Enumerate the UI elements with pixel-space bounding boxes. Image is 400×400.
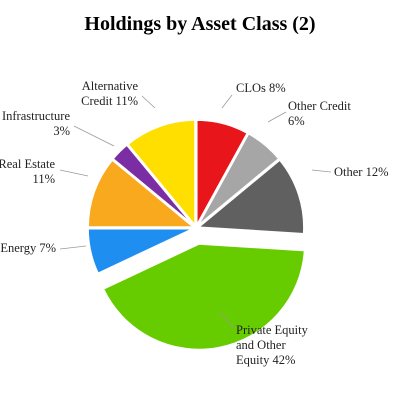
pie-slice-other	[195, 158, 306, 236]
leader-line	[59, 169, 89, 177]
leader-line	[311, 169, 332, 173]
leader-line	[141, 95, 156, 109]
pie-slice-clos	[195, 118, 249, 227]
slice-label-alternative-credit: Alternative Credit 11%	[81, 79, 138, 108]
leader-line	[59, 245, 87, 250]
slice-label-real-estate: Real Estate 11%	[0, 157, 55, 186]
slice-label-infrastructure: Infrastructure 3%	[2, 109, 70, 138]
leader-lines	[59, 94, 332, 329]
pie-slice-private-equity-and-other-equity	[101, 242, 306, 351]
slice-label-other-credit: Other Credit 6%	[288, 99, 351, 128]
slices-layer	[86, 118, 306, 351]
pie-slice-other-credit	[196, 132, 281, 228]
pie-slice-energy	[86, 227, 195, 275]
slice-label-private-equity-and-other-equity: Private Equity and Other Equity 42%	[236, 323, 309, 367]
leader-line	[73, 125, 115, 147]
pie-slice-real-estate	[86, 158, 197, 229]
slice-labels: CLOs 8%Other Credit 6% Other 12% Private Eq…	[0, 79, 389, 367]
leader-line	[221, 94, 233, 109]
slice-label-other: Other 12%	[334, 165, 389, 179]
chart-title: Holdings by Asset Class (2)	[84, 13, 316, 35]
leader-line	[219, 311, 235, 329]
slice-label-energy: Energy 7%	[0, 241, 56, 255]
leader-line	[267, 111, 287, 123]
pie-slice-alternative-credit	[126, 118, 197, 229]
slice-label-clos: CLOs 8%	[236, 81, 286, 95]
